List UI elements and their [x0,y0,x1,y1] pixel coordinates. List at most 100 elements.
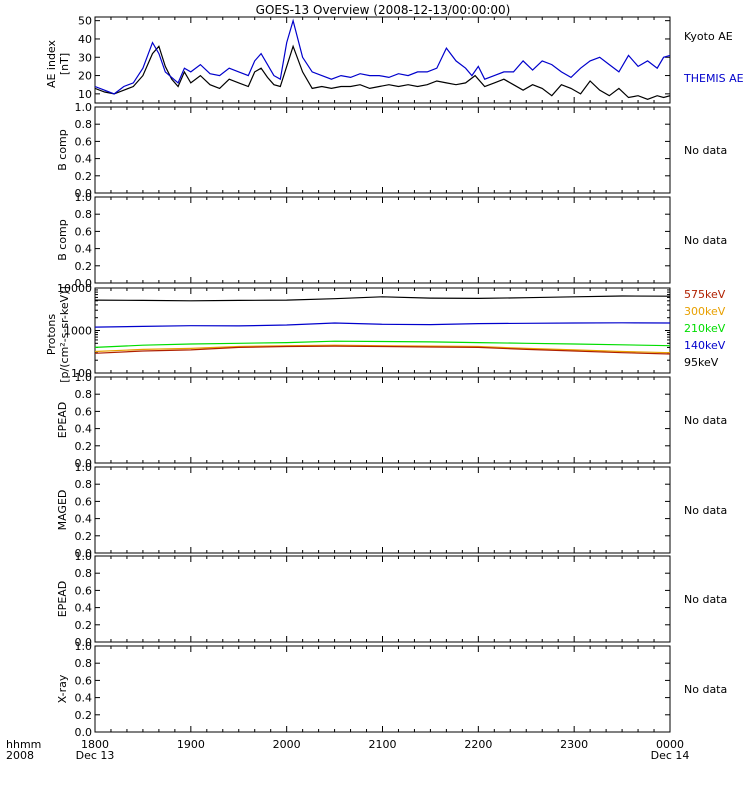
y-axis-unit: [p/(cm²-s-sr-keV)] [58,286,71,383]
y-tick-label: 40 [78,33,92,46]
y-tick-label: 0.8 [75,208,93,221]
panel-epead2: 0.0 0.2 0.4 0.6 0.8 1.0 EPEAD No data [56,550,727,649]
time-axis-corner-top: hhmm [6,738,41,751]
y-tick-label: 1.0 [75,640,93,653]
y-tick-label: 0.8 [75,118,93,131]
y-tick-label: 0.6 [75,495,93,508]
y-tick-label: 0.2 [75,619,93,632]
legend-300kev: 300keV [684,305,726,318]
panel-b1: 0.0 0.2 0.4 0.6 0.8 1.0 B comp No data [56,101,727,200]
time-tick-label: 2000 [273,738,301,751]
panel-status: No data [684,414,727,427]
y-tick-label: 1.0 [75,371,93,384]
y-tick-label: 0.0 [75,187,93,200]
legend-575kev: 575keV [684,288,726,301]
y-tick-label: 0.0 [75,726,93,739]
panel-frame [94,106,671,194]
y-tick-label: 0.2 [75,440,93,453]
y-tick-label: 0.8 [75,478,93,491]
legend-140kev: 140keV [684,339,726,352]
y-axis-label: B comp [56,219,69,261]
y-tick-label: 0.4 [75,423,93,436]
panels: 10 20 30 40 50 AE index [nT] Kyoto AE THEMIS AE 0… [45,15,744,739]
series-line-575kev [95,345,670,355]
panel-status: No data [684,593,727,606]
y-tick-label: 0.2 [75,260,93,273]
panel-maged: 0.0 0.2 0.4 0.6 0.8 1.0 MAGED No data [56,461,727,560]
y-tick-label: 1.0 [75,191,93,204]
time-tick-label: 2100 [369,738,397,751]
y-tick-label: 1.0 [75,461,93,474]
y-axis-unit: [nT] [58,53,71,75]
chart-title: GOES-13 Overview (2008-12-13/00:00:00) [256,3,511,17]
y-tick-label: 0.0 [75,277,93,290]
legend-95kev: 95keV [684,356,719,369]
time-tick-label: 2300 [560,738,588,751]
panel-protons: 100 1000 10000 Protons [p/(cm²-s-sr-keV)] 575… [45,282,726,383]
series-line-95kev [95,295,670,302]
series-line-210kev [95,340,670,348]
y-axis-label: EPEAD [56,581,69,618]
y-tick-label: 0.4 [75,513,93,526]
time-tick-label: 2200 [464,738,492,751]
panel-b2: 0.0 0.2 0.4 0.6 0.8 1.0 B comp No data [56,191,727,290]
panel-xray: 0.0 0.2 0.4 0.6 0.8 1.0 X-ray No data [56,640,727,739]
y-tick-label: 0.8 [75,388,93,401]
y-tick-label: 1.0 [75,550,93,563]
y-tick-label: 0.6 [75,405,93,418]
y-tick-label: 30 [78,51,92,64]
time-tick-label: 0000 [656,738,684,751]
y-tick-label: 1000 [64,325,92,338]
series-line-300kev [95,344,670,354]
y-axis-label: MAGED [56,490,69,531]
series-line-kyoto-ae [95,44,670,100]
series-line-themis-ae [95,18,670,95]
legend-themis-ae: THEMIS AE [683,72,744,85]
y-axis-label: Protons [45,314,58,355]
panel-epead1: 0.0 0.2 0.4 0.6 0.8 1.0 EPEAD No data [56,371,727,470]
y-tick-label: 0.4 [75,602,93,615]
y-tick-label: 0.6 [75,225,93,238]
y-axis-label: AE index [45,39,58,88]
time-tick-date: Dec 14 [651,749,690,762]
y-tick-label: 20 [78,70,92,83]
panel-frame [94,466,671,554]
y-tick-label: 0.8 [75,567,93,580]
y-tick-label: 0.2 [75,530,93,543]
panel-frame [94,376,671,464]
y-tick-label: 0.0 [75,457,93,470]
y-tick-label: 0.4 [75,243,93,256]
panel-frame [94,196,671,284]
y-tick-label: 0.2 [75,709,93,722]
y-tick-label: 100 [71,367,92,380]
time-axis-corner-bottom: 2008 [6,749,34,762]
y-tick-label: 0.4 [75,153,93,166]
y-tick-label: 0.0 [75,547,93,560]
y-axis-label: EPEAD [56,402,69,439]
time-tick-label: 1800 [81,738,109,751]
panel-status: No data [684,234,727,247]
y-axis-label: X-ray [56,674,69,703]
y-tick-label: 1.0 [75,101,93,114]
panel-status: No data [684,683,727,696]
panel-ae: 10 20 30 40 50 AE index [nT] Kyoto AE THEMIS AE [45,15,744,104]
time-tick-date: Dec 13 [76,749,115,762]
y-tick-label: 0.4 [75,692,93,705]
legend-kyoto-ae: Kyoto AE [684,30,733,43]
legend-210kev: 210keV [684,322,726,335]
panel-status: No data [684,144,727,157]
y-tick-label: 50 [78,15,92,28]
y-tick-label: 0.0 [75,636,93,649]
time-tick-label: 1900 [177,738,205,751]
series-line-140kev [95,322,670,328]
panel-frame [94,645,671,733]
y-tick-label: 0.2 [75,170,93,183]
y-tick-label: 0.6 [75,674,93,687]
panel-frame [94,555,671,643]
y-tick-label: 10000 [57,282,92,295]
y-tick-label: 0.8 [75,657,93,670]
y-axis-label: B comp [56,129,69,171]
y-tick-label: 0.6 [75,584,93,597]
